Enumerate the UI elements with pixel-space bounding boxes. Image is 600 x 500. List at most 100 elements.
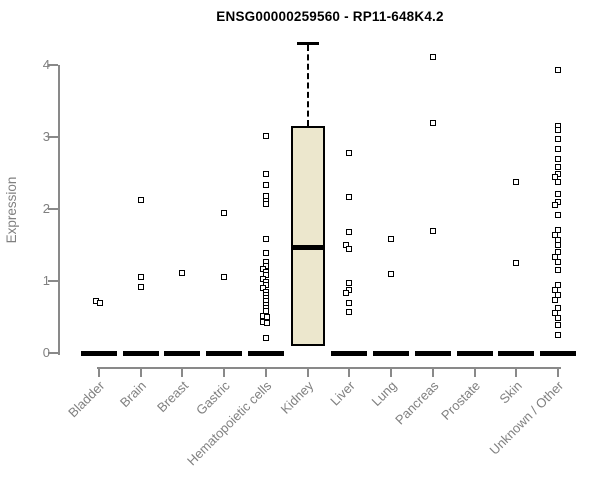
y-tick-label: 2 — [42, 201, 50, 216]
x-tick-label: Unknown / Other — [487, 378, 567, 458]
data-point — [179, 270, 186, 277]
data-point — [262, 308, 269, 315]
data-point — [388, 236, 395, 243]
data-point — [554, 179, 561, 186]
data-point — [429, 120, 436, 127]
data-point — [346, 308, 353, 315]
chart-title: ENSG00000259560 - RP11-648K4.2 — [216, 9, 444, 24]
data-point — [262, 182, 269, 189]
data-point — [551, 201, 558, 208]
data-point — [221, 273, 228, 280]
data-point — [262, 249, 269, 256]
y-tick-label: 4 — [42, 57, 50, 72]
data-point — [346, 300, 353, 307]
y-axis-line — [58, 65, 60, 355]
data-point — [346, 245, 353, 252]
data-point — [554, 226, 561, 233]
whisker-line — [306, 44, 309, 127]
data-point — [554, 332, 561, 338]
data-point — [554, 242, 561, 248]
data-point — [346, 149, 353, 156]
zero-median-bar — [122, 351, 159, 356]
data-point — [263, 314, 270, 320]
whisker-cap — [296, 41, 319, 45]
y-tick-label: 3 — [42, 129, 50, 144]
data-point — [346, 193, 353, 200]
data-point — [554, 67, 561, 74]
zero-median-bar — [164, 351, 201, 356]
y-axis-tick — [48, 280, 58, 282]
data-point — [221, 210, 228, 217]
x-axis-tick — [515, 369, 518, 377]
x-axis-tick — [98, 369, 100, 377]
data-point — [554, 259, 561, 266]
zero-median-bar — [206, 351, 243, 356]
x-tick-label: Gastric — [193, 378, 233, 418]
x-axis-tick — [473, 369, 476, 377]
zero-median-bar — [331, 351, 368, 356]
data-point — [429, 228, 436, 235]
x-tick-label: Pancreas — [391, 378, 442, 428]
zero-median-bar — [247, 351, 284, 356]
box — [290, 126, 325, 346]
y-axis-tick — [48, 352, 58, 354]
data-point — [262, 334, 269, 341]
data-point — [137, 196, 144, 203]
y-axis-tick — [48, 208, 58, 210]
zero-median-bar — [81, 351, 117, 356]
data-point — [554, 211, 561, 218]
y-axis-tick — [48, 64, 58, 66]
data-point — [513, 260, 520, 266]
x-tick-label: Skin — [496, 378, 525, 407]
data-point — [554, 146, 561, 153]
data-point — [262, 200, 269, 207]
x-axis-tick — [223, 369, 226, 377]
data-point — [513, 178, 520, 185]
data-point — [262, 133, 269, 140]
y-tick-label: 1 — [42, 273, 50, 288]
data-point — [346, 280, 353, 287]
data-point — [551, 296, 558, 303]
data-point — [554, 291, 561, 298]
data-point — [346, 229, 353, 236]
x-axis-tick — [139, 369, 142, 377]
data-point — [343, 289, 350, 296]
data-point — [97, 299, 103, 306]
data-point — [554, 267, 561, 274]
x-tick-label: Kidney — [277, 378, 317, 417]
data-point — [554, 321, 561, 328]
x-tick-label: Liver — [327, 378, 358, 409]
data-point — [554, 164, 561, 171]
median-line — [290, 245, 325, 251]
data-point — [554, 136, 561, 143]
zero-median-bar — [498, 351, 535, 356]
y-tick-label: 0 — [42, 345, 50, 360]
data-point — [262, 272, 269, 279]
data-point — [137, 273, 144, 280]
data-point — [262, 171, 269, 178]
data-point — [554, 190, 561, 197]
zero-median-bar — [414, 351, 451, 356]
data-point — [554, 282, 561, 289]
x-axis-tick — [556, 369, 559, 377]
x-axis-line — [97, 367, 561, 369]
data-point — [137, 283, 144, 290]
x-axis-tick — [264, 369, 267, 377]
data-point — [554, 126, 561, 133]
x-tick-label: Brain — [117, 378, 150, 411]
x-axis-tick — [348, 369, 351, 377]
data-point — [388, 270, 395, 277]
zero-median-bar — [456, 351, 493, 356]
x-tick-label: Prostate — [438, 378, 484, 423]
y-axis-tick — [48, 136, 58, 138]
data-point — [554, 249, 561, 256]
data-point — [554, 155, 561, 162]
zero-median-bar — [539, 351, 576, 356]
data-point — [263, 319, 270, 326]
x-axis-tick — [390, 369, 393, 377]
data-point — [554, 314, 561, 321]
data-point — [554, 304, 561, 311]
x-axis-tick — [181, 369, 184, 377]
